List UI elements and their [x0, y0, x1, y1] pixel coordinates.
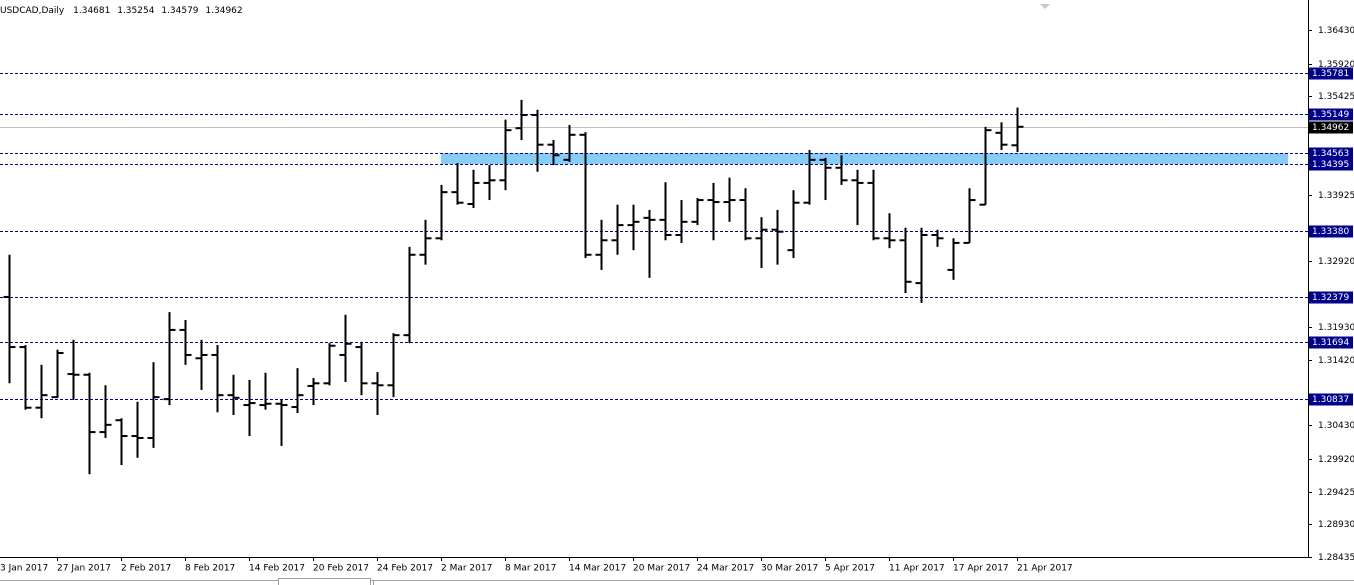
- level-label: 1.31694: [1312, 338, 1349, 348]
- level-label: 1.32379: [1312, 293, 1349, 303]
- y-tick-label: 1.30430: [1318, 421, 1354, 431]
- level-label: 1.33380: [1312, 227, 1349, 237]
- x-tick-label: 3 Jan 2017: [0, 564, 48, 574]
- level-label: 1.35149: [1312, 110, 1349, 120]
- chart-title: USDCAD,Daily: [0, 6, 65, 16]
- scroll-marker: [1040, 4, 1050, 9]
- chart-header: USDCAD,Daily 1.34681 1.35254 1.34579 1.3…: [0, 6, 243, 16]
- x-tick-label: 8 Mar 2017: [505, 564, 556, 574]
- x-tick-label: 14 Feb 2017: [249, 564, 305, 574]
- tab[interactable]: [278, 578, 371, 585]
- level-label-box: [1309, 158, 1353, 171]
- x-tick-label: 2 Mar 2017: [441, 564, 492, 574]
- level-label-box: [1309, 291, 1353, 304]
- x-tick-label: 21 Apr 2017: [1017, 564, 1073, 574]
- x-tick-label: 17 Apr 2017: [953, 564, 1009, 574]
- y-tick-label: 1.31420: [1318, 356, 1354, 366]
- y-tick-label: 1.28435: [1318, 553, 1354, 563]
- y-tick-label: 1.36430: [1318, 26, 1354, 36]
- x-tick-label: 5 Apr 2017: [825, 564, 875, 574]
- y-tick-label: 1.28930: [1318, 520, 1354, 530]
- y-tick-label: 1.29920: [1318, 455, 1354, 465]
- price-label: 1.34962: [1312, 123, 1349, 133]
- y-tick-label: 1.35920: [1318, 60, 1354, 70]
- level-label: 1.34395: [1312, 160, 1349, 170]
- level-label-box: [1309, 108, 1353, 121]
- y-tick-label: 1.33925: [1318, 191, 1354, 201]
- x-tick-label: 20 Feb 2017: [313, 564, 369, 574]
- level-label: 1.35781: [1312, 69, 1349, 79]
- y-tick-label: 1.32920: [1318, 257, 1354, 267]
- level-label: 1.30837: [1312, 395, 1349, 405]
- level-label: 1.34563: [1312, 149, 1349, 159]
- level-label-box: [1309, 393, 1353, 406]
- x-tick-label: 11 Apr 2017: [889, 564, 945, 574]
- close-value: 1.34962: [205, 6, 242, 16]
- y-tick-label: 1.31930: [1318, 323, 1354, 333]
- x-tick-label: 24 Feb 2017: [377, 564, 433, 574]
- open-value: 1.34681: [73, 6, 110, 16]
- x-tick-label: 8 Feb 2017: [185, 564, 235, 574]
- x-tick-label: 14 Mar 2017: [569, 564, 626, 574]
- level-label-box: [1309, 336, 1353, 349]
- level-label-box: [1309, 147, 1353, 160]
- x-tick-label: 24 Mar 2017: [697, 564, 754, 574]
- low-value: 1.34579: [161, 6, 198, 16]
- x-tick-label: 27 Jan 2017: [57, 564, 111, 574]
- level-label-box: [1309, 67, 1353, 80]
- x-tick-label: 30 Mar 2017: [761, 564, 818, 574]
- high-value: 1.35254: [117, 6, 154, 16]
- x-tick-label: 20 Mar 2017: [633, 564, 690, 574]
- y-tick-label: 1.29425: [1318, 488, 1354, 498]
- y-tick-label: 1.35425: [1318, 92, 1354, 102]
- price-label-box: [1309, 121, 1353, 134]
- x-tick-label: 2 Feb 2017: [121, 564, 171, 574]
- level-label-box: [1309, 225, 1353, 238]
- zone: [441, 153, 1288, 165]
